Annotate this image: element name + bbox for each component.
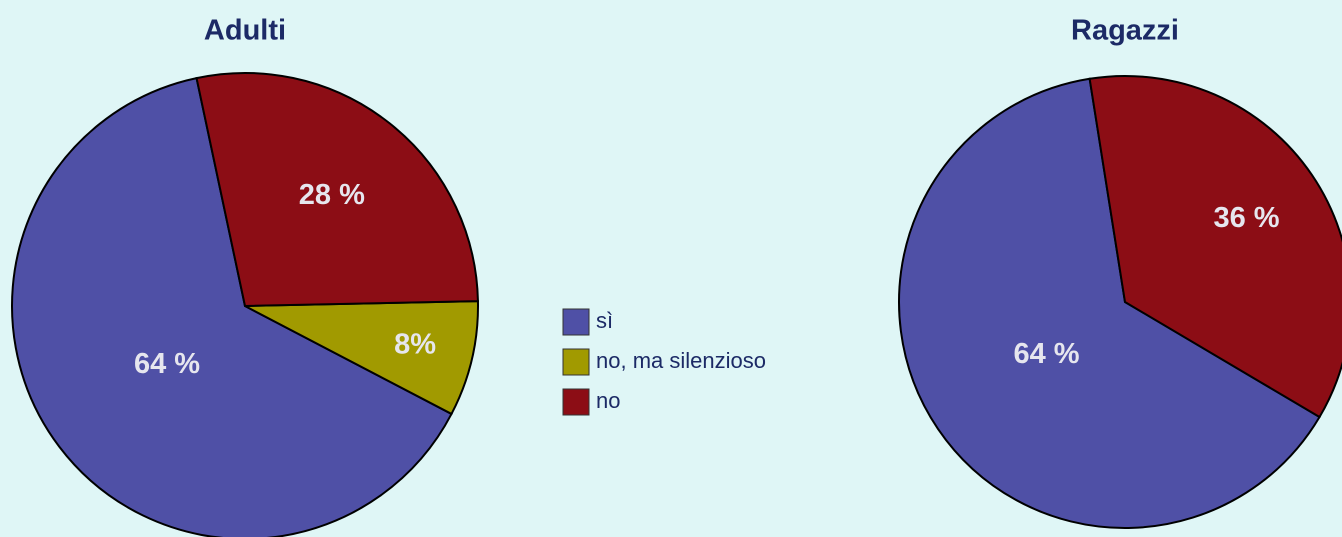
- pie-slice: [1088, 75, 1342, 419]
- legend-label: sì: [596, 308, 613, 333]
- chart-title: Ragazzi: [1071, 15, 1179, 47]
- pie-slice: [11, 76, 453, 537]
- legend-swatch: [562, 348, 590, 376]
- legend-label: no: [596, 388, 620, 413]
- legend-swatch: [562, 388, 590, 416]
- legend-label: no, ma silenzioso: [596, 348, 766, 373]
- value-label: 64 %: [134, 348, 200, 380]
- pie-slice: [195, 72, 479, 308]
- value-label: 64 %: [1013, 338, 1079, 370]
- legend-swatch: [562, 308, 590, 336]
- value-label: 36 %: [1213, 202, 1279, 234]
- chart-title: Adulti: [204, 15, 286, 47]
- pie-slice: [244, 300, 479, 416]
- pie-slice: [898, 77, 1321, 529]
- value-label: 8%: [394, 329, 436, 361]
- value-label: 28 %: [299, 179, 365, 211]
